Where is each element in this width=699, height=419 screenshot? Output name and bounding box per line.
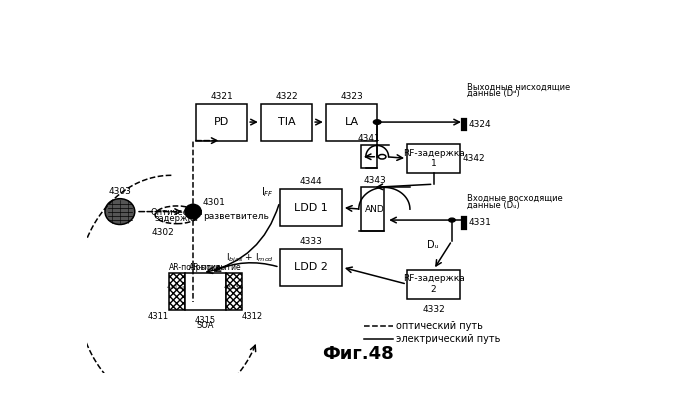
Text: 4331: 4331	[468, 218, 491, 228]
Text: 4322: 4322	[275, 92, 298, 101]
Text: Фиг.48: Фиг.48	[322, 345, 394, 363]
FancyBboxPatch shape	[326, 103, 377, 141]
Text: 4342: 4342	[463, 154, 485, 163]
Text: данные (Dᵤ): данные (Dᵤ)	[467, 201, 519, 210]
Text: разветвитель: разветвитель	[203, 212, 268, 221]
Text: Оптическая: Оптическая	[150, 208, 203, 217]
Text: Входные восходящие: Входные восходящие	[467, 194, 562, 203]
Text: SOA: SOA	[196, 321, 214, 330]
Text: LDD 2: LDD 2	[294, 262, 328, 272]
Circle shape	[449, 218, 455, 222]
Text: LA: LA	[345, 117, 359, 127]
FancyBboxPatch shape	[261, 103, 312, 141]
Text: 4323: 4323	[340, 92, 363, 101]
Text: LDD 1: LDD 1	[294, 202, 328, 212]
Text: I$_{bias}$ + I$_{mod}$: I$_{bias}$ + I$_{mod}$	[226, 251, 274, 264]
FancyBboxPatch shape	[361, 187, 384, 231]
Text: RF-задержка
2: RF-задержка 2	[403, 274, 464, 294]
Text: 4321: 4321	[210, 92, 233, 101]
Text: 4341: 4341	[358, 134, 380, 143]
Text: 4303: 4303	[108, 187, 131, 196]
FancyBboxPatch shape	[185, 273, 226, 310]
FancyBboxPatch shape	[407, 144, 460, 173]
Text: 4302: 4302	[152, 228, 175, 237]
Text: задержка: задержка	[154, 214, 199, 222]
Text: AND: AND	[365, 204, 384, 214]
Text: RF-задержка
1: RF-задержка 1	[403, 149, 464, 168]
Text: Выходные нисходящие: Выходные нисходящие	[467, 83, 570, 92]
FancyBboxPatch shape	[226, 273, 242, 310]
FancyBboxPatch shape	[361, 145, 377, 168]
Text: 4333: 4333	[299, 237, 322, 246]
Ellipse shape	[185, 204, 201, 219]
Text: 4313a: 4313a	[167, 285, 187, 290]
Text: 4311: 4311	[147, 312, 168, 321]
Text: 4324: 4324	[468, 120, 491, 129]
Text: 4312: 4312	[242, 312, 263, 321]
Text: I$_{FF}$: I$_{FF}$	[261, 185, 274, 199]
Text: данные (Dᵈ): данные (Dᵈ)	[467, 89, 519, 98]
Text: 4344: 4344	[300, 177, 322, 186]
FancyBboxPatch shape	[280, 189, 342, 226]
Text: AR-покрытие: AR-покрытие	[189, 263, 242, 272]
Text: Dᵤ: Dᵤ	[427, 240, 439, 249]
Text: 4313b: 4313b	[224, 285, 243, 290]
Text: оптический путь: оптический путь	[396, 321, 483, 331]
Circle shape	[373, 120, 381, 124]
FancyBboxPatch shape	[280, 249, 342, 286]
FancyBboxPatch shape	[407, 270, 460, 299]
Text: 4332: 4332	[422, 305, 445, 313]
Text: электрический путь: электрический путь	[396, 334, 500, 344]
FancyBboxPatch shape	[168, 273, 185, 310]
Ellipse shape	[105, 199, 135, 225]
Text: 4343: 4343	[363, 176, 386, 185]
FancyBboxPatch shape	[196, 103, 247, 141]
Text: 4301: 4301	[203, 198, 226, 207]
Text: TIA: TIA	[278, 117, 295, 127]
Text: PD: PD	[214, 117, 229, 127]
Text: AR-покрытие: AR-покрытие	[168, 263, 222, 272]
Text: 4315: 4315	[194, 316, 216, 325]
